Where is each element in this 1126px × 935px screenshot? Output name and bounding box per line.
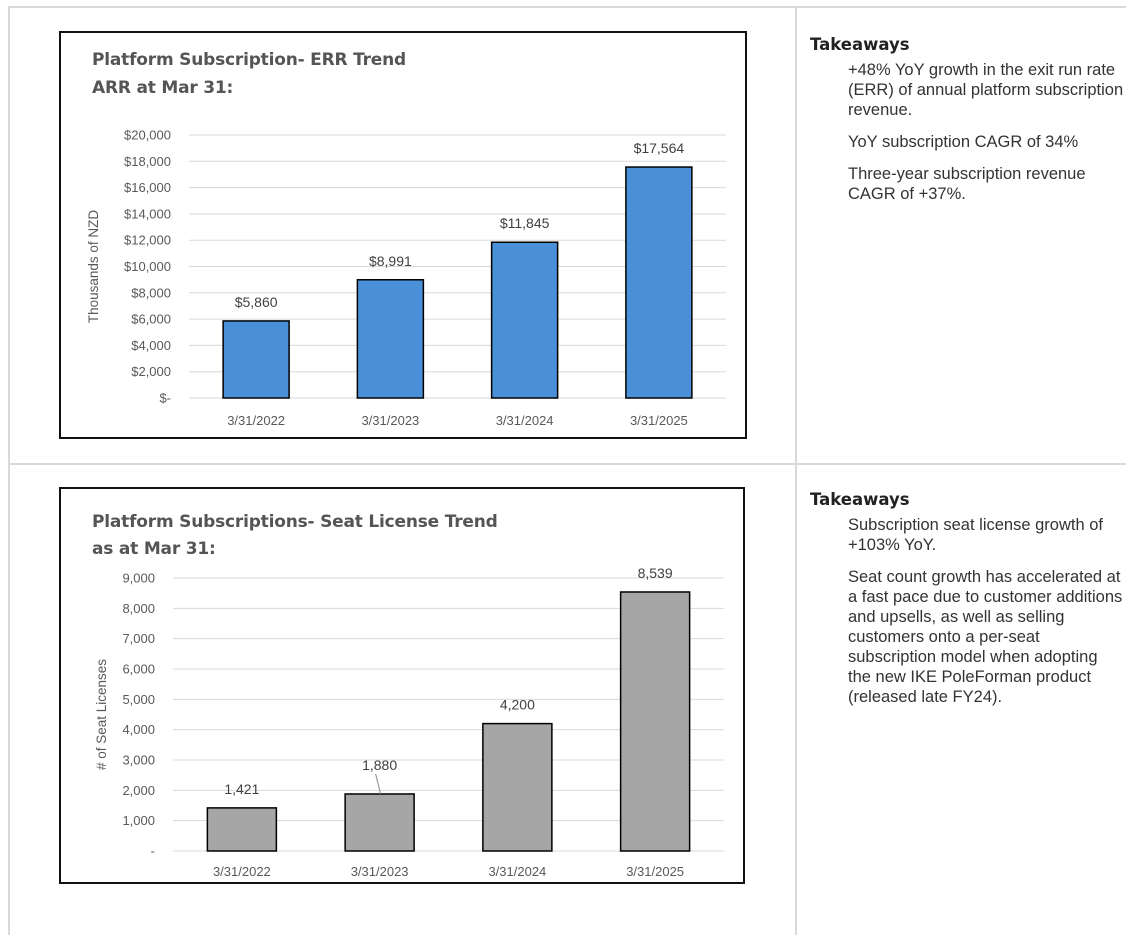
bar	[222, 320, 290, 399]
data-label: 4,200	[500, 697, 535, 713]
y-tick-label: $10,000	[124, 259, 171, 274]
y-tick-label: $4,000	[131, 338, 171, 353]
bar	[356, 279, 425, 399]
y-axis-label: Thousands of NZD	[86, 210, 101, 324]
y-tick-label: 9,000	[122, 571, 155, 586]
bar	[619, 591, 691, 852]
x-tick-label: 3/31/2023	[361, 413, 419, 428]
bar	[344, 793, 415, 852]
bar	[625, 166, 693, 399]
takeaways-heading: Takeaways	[810, 35, 910, 54]
x-tick-label: 3/31/2022	[227, 413, 285, 428]
data-label: 1,880	[362, 757, 397, 773]
data-label: $17,564	[634, 140, 685, 156]
takeaways-panel-1: Takeaways +48% YoY growth in the exit ru…	[810, 35, 1125, 216]
x-tick-label: 3/31/2024	[496, 413, 554, 428]
takeaway-item: YoY subscription CAGR of 34%	[848, 133, 1079, 151]
y-tick-label: 7,000	[122, 631, 155, 646]
y-tick-label: 3,000	[122, 753, 155, 768]
bar	[490, 241, 559, 399]
seat-license-plot: - 1,000 2,000 3,000 4,000 5,000 6,000 7,000 8,00…	[94, 565, 724, 879]
y-tick-label: -	[151, 844, 155, 859]
chart-subtitle: ARR at Mar 31:	[92, 78, 234, 98]
data-label: $5,860	[235, 294, 278, 310]
data-label: 8,539	[638, 565, 673, 581]
chart-subtitle: as at Mar 31:	[92, 539, 216, 559]
y-tick-label: 5,000	[122, 692, 155, 707]
bar	[206, 807, 278, 852]
y-tick-label: $6,000	[131, 312, 171, 327]
y-tick-label: $20,000	[124, 128, 171, 143]
y-tick-label: $-	[159, 391, 171, 406]
bar	[482, 722, 553, 852]
y-tick-label: $2,000	[131, 364, 171, 379]
takeaways-panel-2: Takeaways Subscription seat license grow…	[810, 490, 1125, 719]
x-tick-label: 3/31/2025	[626, 864, 684, 879]
takeaway-item: Subscription seat license growth of +103…	[848, 516, 1103, 554]
y-tick-label: $18,000	[124, 154, 171, 169]
chart-title: Platform Subscription- ERR Trend	[92, 50, 407, 70]
err-trend-chart: Platform Subscription- ERR Trend ARR at …	[59, 31, 747, 439]
y-tick-label: $8,000	[131, 285, 171, 300]
chart-title: Platform Subscriptions- Seat License Tre…	[92, 512, 498, 532]
takeaway-item: +48% YoY growth in the exit run rate (ER…	[848, 61, 1124, 119]
y-tick-label: 4,000	[122, 722, 155, 737]
y-axis-label: # of Seat Licenses	[94, 659, 109, 770]
y-tick-label: 2,000	[122, 783, 155, 798]
page-border-left	[8, 6, 10, 935]
seat-license-chart: Platform Subscriptions- Seat License Tre…	[59, 487, 745, 884]
takeaway-item: Seat count growth has accelerated at a f…	[848, 568, 1123, 706]
data-label-leader	[375, 773, 382, 795]
y-tick-label: 6,000	[122, 662, 155, 677]
data-label: $8,991	[369, 253, 412, 269]
x-tick-label: 3/31/2022	[213, 864, 271, 879]
y-tick-label: 1,000	[122, 813, 155, 828]
y-tick-label: 8,000	[122, 601, 155, 616]
y-tick-label: $14,000	[124, 206, 171, 221]
takeaways-heading: Takeaways	[810, 490, 910, 509]
y-tick-label: $16,000	[124, 180, 171, 195]
page-border-top	[8, 6, 1126, 8]
err-trend-plot: $- $2,000 $4,000 $6,000 $8,000 $10,000 $12,000…	[86, 128, 726, 428]
data-label: $11,845	[500, 215, 550, 231]
x-tick-label: 3/31/2023	[351, 864, 409, 879]
data-label: 1,421	[224, 781, 259, 797]
x-tick-label: 3/31/2025	[630, 413, 688, 428]
y-tick-label: $12,000	[124, 233, 171, 248]
takeaway-item: Three-year subscription revenue CAGR of …	[848, 165, 1086, 203]
x-tick-label: 3/31/2024	[488, 864, 546, 879]
column-divider	[795, 6, 797, 935]
row-divider	[8, 463, 1126, 465]
